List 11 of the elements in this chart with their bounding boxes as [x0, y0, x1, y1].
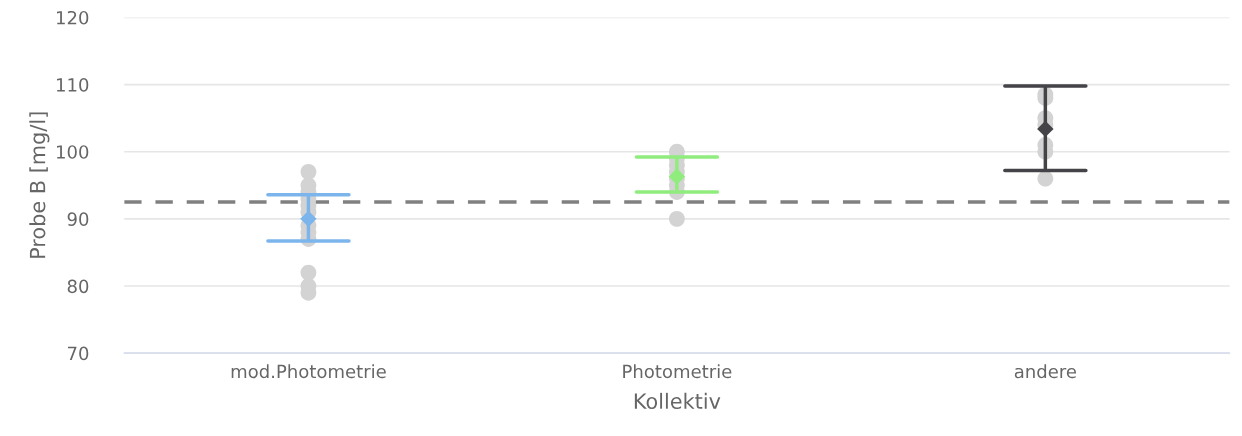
y-tick-label: 100	[57, 145, 89, 159]
y-tick-label: 80	[67, 279, 89, 294]
y-tick-label: 120	[57, 10, 89, 25]
x-tick-label: mod.Photometrie	[231, 364, 386, 379]
y-tick-label: 90	[67, 212, 89, 226]
y-tick-label: 70	[67, 346, 89, 361]
x-tick-label: Photometrie	[623, 364, 732, 379]
y-axis-title: Probe B [mg/l]	[29, 112, 50, 258]
x-tick-label: andere	[1014, 364, 1076, 379]
x-axis-title: Kollektiv	[634, 392, 721, 409]
y-tick-label: 110	[57, 78, 89, 92]
